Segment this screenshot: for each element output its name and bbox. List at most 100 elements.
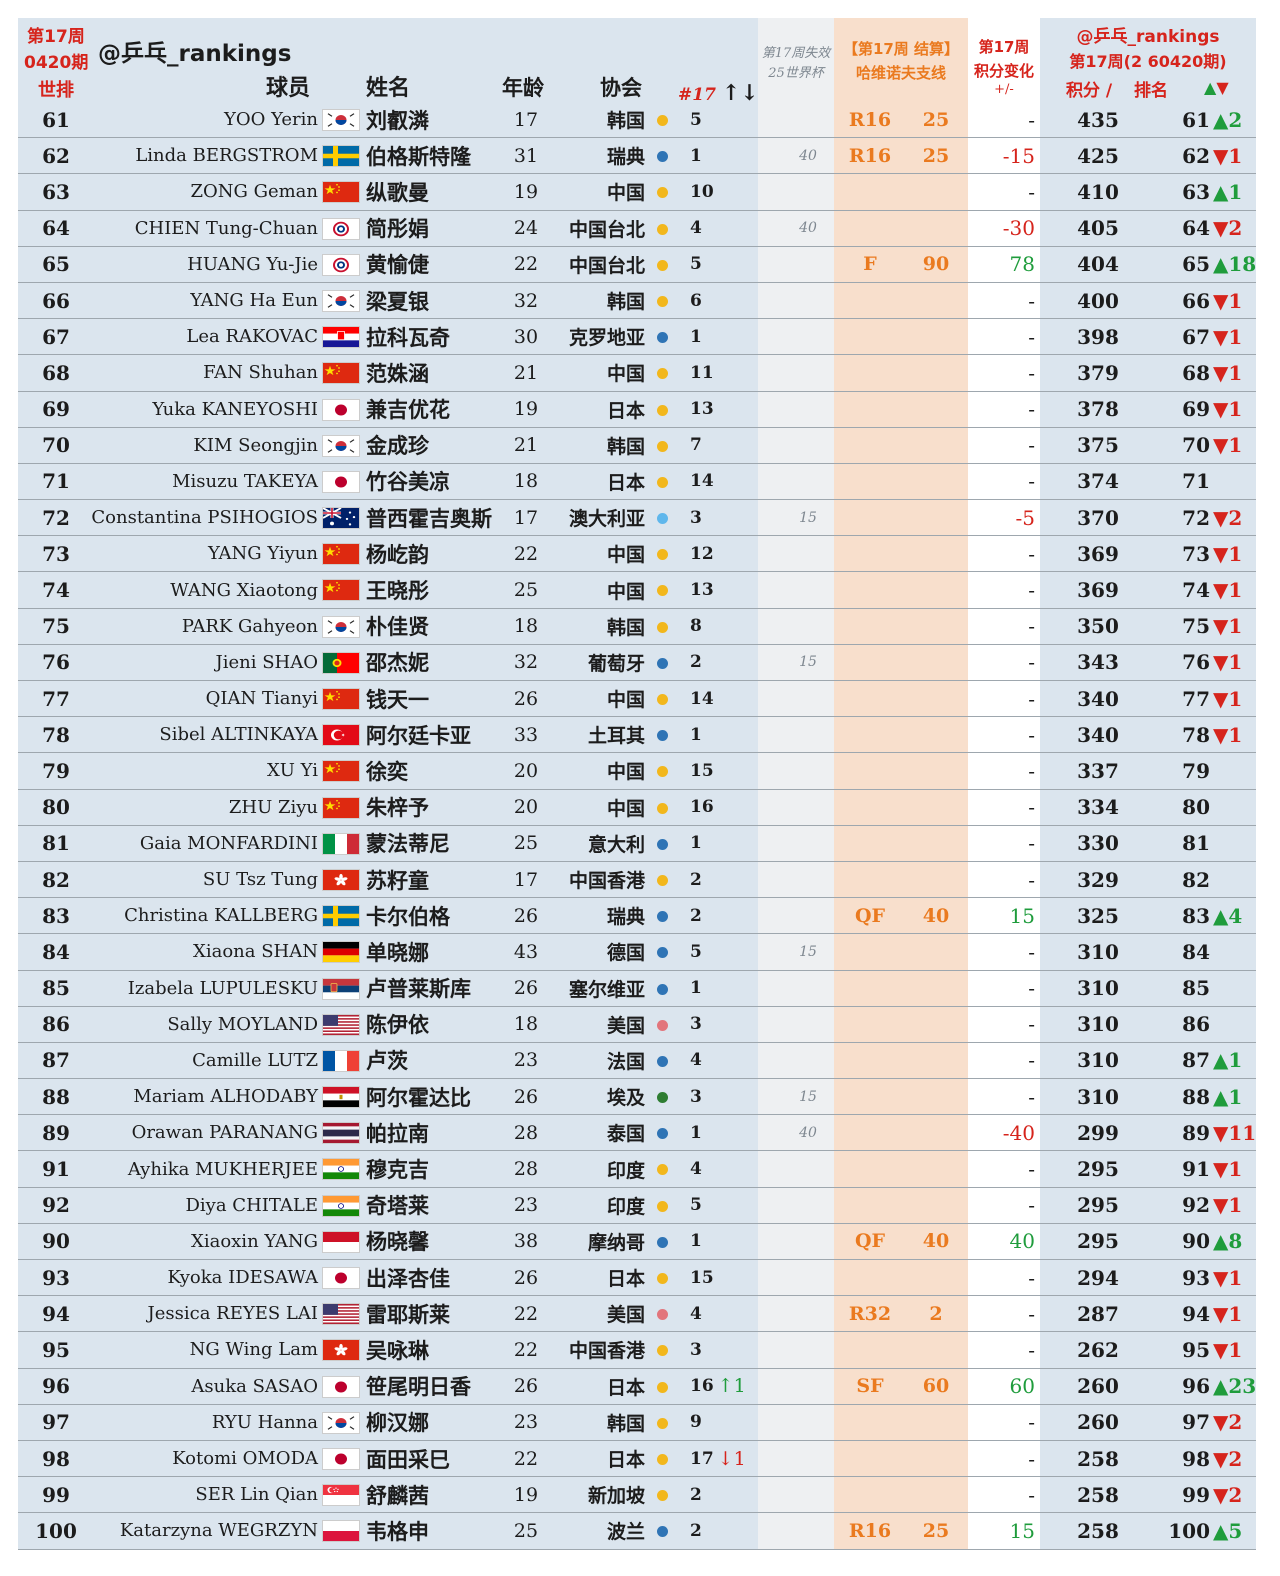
association-dot-icon [657,621,668,633]
row-bg-lost [758,753,834,789]
player-association: 新加坡 [587,1485,645,1508]
association-dot-icon [657,187,668,199]
row-bg-lost [758,174,834,210]
rank-movement: ▼1 [1213,541,1243,566]
new-rank: 100 [1168,1518,1210,1543]
table-body: 61 YOO Yerin 刘叡潾 17 韩国 5 R16 25-435 61 ▲2 62 Linda … [18,102,1256,1550]
player-age: 23 [513,1194,539,1217]
rankings-table: 第17周 0420期 世排 @乒乓_rankings 球员 姓名 年龄 协会 #… [18,18,1256,1550]
points-change: - [1028,650,1035,675]
world-rank: 85 [42,976,70,1001]
row-bg-lost [758,789,834,825]
result-round [836,934,904,969]
result-round: R16 [848,144,892,167]
new-rank: 87 [1182,1048,1210,1073]
association-dot-icon [657,115,668,126]
table-row: 64 CHIEN Tung-Chuan 简彤娟 24 中国台北 4 40 -30 405 64 ▼2 [18,210,1256,247]
player-header: 球员 [266,76,311,101]
points-change: - [1028,1446,1035,1471]
row-bg-main [18,463,758,500]
world-rank: 92 [42,1193,70,1218]
player-age: 19 [513,180,539,203]
row-bg-change [968,681,1040,717]
player-english-name: Izabela LUPULESKU [127,977,318,999]
player-age: 18 [513,470,539,493]
points-change: - [1028,288,1035,313]
rank-movement [1213,934,1258,969]
player-association: 摩纳哥 [587,1231,645,1254]
association-dot-icon [657,1273,668,1284]
new-rank: 83 [1182,903,1210,928]
rank-movement: ▲5 [1213,1518,1243,1543]
player-chinese-name: 杨屹韵 [366,542,429,567]
table-row: 72 Constantina PSIHOGIOS 普西霍吉奥斯 17 澳大利亚 3 15 -5… [18,500,1256,537]
player-chinese-name: 徐奕 [366,759,408,784]
row-bg-new [1040,681,1256,717]
event-count-hash: #17 [678,85,716,105]
world-rank: 71 [42,469,70,494]
player-age: 24 [513,217,539,240]
player-chinese-name: 兼吉优花 [366,398,450,423]
row-bg-result [834,681,968,717]
row-bg-new [1040,1042,1256,1079]
rank-movement: ▼2 [1213,216,1243,241]
result-points [906,392,966,427]
player-association: 葡萄牙 [587,652,645,675]
row-bg-change [968,282,1040,319]
result-points: 40 [922,904,950,927]
row-bg-lost [758,934,834,970]
result-points [906,1188,966,1223]
new-points: 310 [1077,1048,1119,1073]
count-value: 3 [690,1014,702,1035]
row-bg-change [968,1151,1040,1187]
player-chinese-name: 伯格斯特隆 [366,144,471,169]
count-value: 4 [690,218,702,239]
player-chinese-name: 梁夏银 [366,289,429,314]
world-rank: 68 [42,360,70,385]
row-bg-result [834,391,968,427]
association-dot-icon [657,838,668,850]
points-change: - [1028,1482,1035,1507]
points-change: 15 [1009,903,1035,928]
count-value: 2 [690,1484,702,1505]
result-round [836,1079,904,1114]
association-count: 16 ↑1 [690,1369,752,1404]
new-points: 262 [1077,1337,1119,1362]
row-bg-change [968,319,1040,355]
row-bg-change [968,1223,1040,1259]
new-points: 350 [1077,614,1119,639]
player-english-name: PARK Gahyeon [181,615,318,637]
new-rank: 77 [1182,686,1210,711]
lost-points [778,862,838,897]
player-association: 中国 [606,363,645,386]
row-bg-result [834,1187,968,1223]
world-rank: 88 [42,1084,70,1109]
player-age: 17 [513,506,539,529]
row-bg-change [968,825,1040,861]
player-age: 17 [513,868,539,891]
row-bg-result [834,608,968,644]
count-value: 4 [690,1050,702,1071]
row-bg-result [834,246,968,282]
points-change: - [1028,1301,1035,1326]
new-points-header: 积分 / [1066,81,1113,101]
result-round [836,319,904,354]
association-count: 3 [690,1332,752,1367]
lost-points: 15 [799,1088,817,1105]
count-value: 13 [690,580,714,601]
count-value: 4 [690,1159,702,1180]
count-value: 1 [690,1122,702,1143]
new-points: 404 [1077,252,1119,277]
table-row: 65 HUANG Yu-Jie 黄愉倢 22 中国台北 5 F 90 78 404 65 ▲18 [18,246,1256,283]
result-round [836,1007,904,1042]
association-count: 1 [690,1115,752,1150]
lost-points [778,572,838,607]
world-rank: 74 [42,578,70,603]
player-english-name: Gaia MONFARDINI [139,832,318,854]
row-bg-lost [758,608,834,644]
association-count: 12 [690,536,752,571]
result-round [836,971,904,1006]
lost-points [778,1188,838,1223]
rank-movement: ▲8 [1213,1229,1243,1254]
player-english-name: Xiaona SHAN [193,941,318,963]
